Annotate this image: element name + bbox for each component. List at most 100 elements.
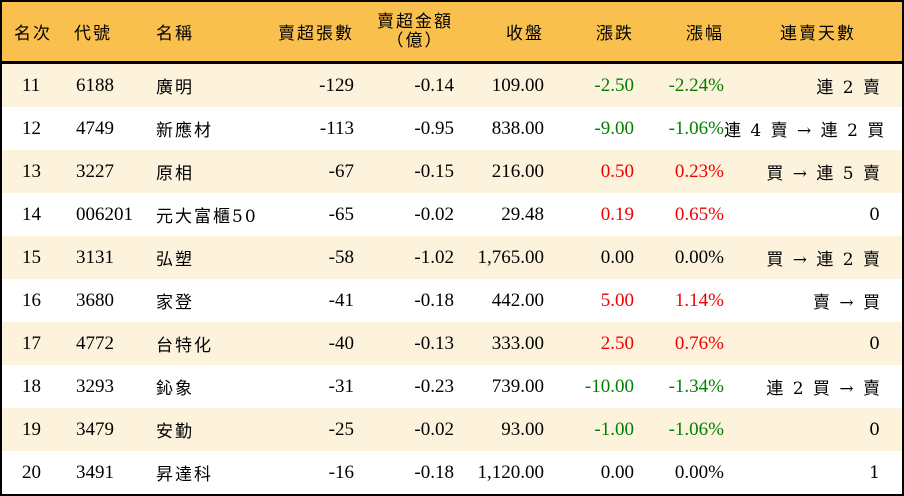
change-cell: 0.50 [600, 160, 634, 182]
table-row: 12 4749 新應材 -113 -0.95 838.00 -9.00 -1.06% 連 4 賣… [2, 107, 902, 150]
change-cell: 0.00 [600, 246, 634, 268]
change-cell: 2.50 [600, 332, 634, 354]
streak-cell: 買 → 連 2 賣 [766, 250, 882, 270]
rank-cell: 12 [22, 117, 41, 139]
change-cell: 5.00 [600, 289, 634, 311]
table-row: 13 3227 原相 -67 -0.15 216.00 0.50 0.23% 買 → 連 5 賣 [2, 150, 902, 193]
net-sell-amount-cell: -0.13 [414, 332, 454, 354]
change-pct-cell: 0.00% [674, 246, 724, 268]
table-row: 14 006201 元大富櫃50 -65 -0.02 29.48 0.19 0.65% 0 [2, 193, 902, 236]
rank-cell: 16 [22, 289, 41, 311]
code-cell: 3680 [76, 289, 114, 311]
rank-cell: 11 [22, 74, 41, 96]
code-cell: 3227 [76, 160, 114, 182]
close-cell: 93.00 [501, 418, 544, 440]
name-cell: 鈊象 [156, 379, 194, 399]
net-sell-lots-cell: -67 [328, 160, 354, 182]
rank-cell: 20 [22, 461, 41, 483]
close-cell: 109.00 [491, 74, 544, 96]
table-row: 18 3293 鈊象 -31 -0.23 739.00 -10.00 -1.34% 連 2 買 … [2, 365, 902, 408]
header-change-pct: 漲幅 [686, 24, 724, 44]
table-header: 名次 代號 名稱 賣超張數 賣超金額 （億） 收盤 漲跌 漲幅 連賣天數 [2, 2, 902, 64]
table-row: 17 4772 台特化 -40 -0.13 333.00 2.50 0.76% 0 [2, 322, 902, 365]
name-cell: 新應材 [156, 121, 213, 141]
rank-cell: 18 [22, 375, 41, 397]
code-cell: 3479 [76, 418, 114, 440]
code-cell: 4772 [76, 332, 114, 354]
close-cell: 216.00 [491, 160, 544, 182]
code-cell: 3491 [76, 461, 114, 483]
net-sell-amount-cell: -0.15 [414, 160, 454, 182]
header-streak: 連賣天數 [780, 24, 856, 44]
net-sell-lots-cell: -58 [328, 246, 354, 268]
change-cell: -1.00 [594, 418, 634, 440]
change-pct-cell: 0.76% [674, 332, 724, 354]
code-cell: 3293 [76, 375, 114, 397]
close-cell: 739.00 [491, 375, 544, 397]
change-cell: -9.00 [594, 117, 634, 139]
name-cell: 弘塑 [156, 250, 194, 270]
rank-cell: 15 [22, 246, 41, 268]
change-cell: 0.00 [600, 461, 634, 483]
change-pct-cell: 0.23% [674, 160, 724, 182]
net-sell-lots-cell: -129 [319, 74, 354, 96]
net-sell-amount-cell: -0.14 [414, 74, 454, 96]
rank-cell: 19 [22, 418, 41, 440]
net-sell-lots-cell: -41 [328, 289, 354, 311]
streak-cell: 賣 → 買 [812, 293, 882, 313]
header-net-sell-lots: 賣超張數 [278, 24, 354, 44]
net-sell-amount-cell: -0.95 [414, 117, 454, 139]
name-cell: 廣明 [156, 78, 194, 98]
header-change: 漲跌 [596, 24, 634, 44]
net-sell-lots-cell: -31 [328, 375, 354, 397]
rank-cell: 13 [22, 160, 41, 182]
change-pct-cell: -2.24% [668, 74, 724, 96]
name-cell: 家登 [156, 293, 194, 313]
name-cell: 元大富櫃50 [156, 207, 258, 227]
code-cell: 006201 [76, 203, 133, 225]
table-row: 19 3479 安勤 -25 -0.02 93.00 -1.00 -1.06% 0 [2, 408, 902, 451]
header-net-sell-amount-line1: 賣超金額 [377, 11, 453, 32]
close-cell: 1,120.00 [477, 461, 545, 483]
change-cell: -10.00 [584, 375, 634, 397]
net-sell-amount-cell: -0.18 [414, 289, 454, 311]
net-sell-lots-cell: -113 [319, 117, 354, 139]
rank-cell: 17 [22, 332, 41, 354]
table-row: 16 3680 家登 -41 -0.18 442.00 5.00 1.14% 賣 → 買 [2, 279, 902, 322]
streak-cell: 連 4 賣 → 連 2 買 [724, 121, 887, 141]
net-sell-amount-cell: -1.02 [414, 246, 454, 268]
change-cell: -2.50 [594, 74, 634, 96]
net-sell-amount-cell: -0.18 [414, 461, 454, 483]
change-cell: 0.19 [600, 203, 634, 225]
header-close: 收盤 [506, 24, 544, 44]
code-cell: 4749 [76, 117, 114, 139]
net-sell-lots-cell: -16 [328, 461, 354, 483]
name-cell: 原相 [156, 164, 194, 184]
streak-cell: 1 [869, 462, 882, 483]
change-pct-cell: 0.00% [674, 461, 724, 483]
change-pct-cell: -1.06% [668, 117, 724, 139]
close-cell: 838.00 [491, 117, 544, 139]
code-cell: 3131 [76, 246, 114, 268]
streak-cell: 買 → 連 5 賣 [766, 164, 882, 184]
change-pct-cell: -1.06% [668, 418, 724, 440]
streak-cell: 連 2 賣 [816, 78, 882, 98]
header-rank: 名次 [14, 24, 52, 44]
streak-cell: 0 [869, 204, 882, 225]
table-body: 11 6188 廣明 -129 -0.14 109.00 -2.50 -2.24% 連 2 賣 1… [2, 64, 902, 494]
streak-cell: 連 2 買 → 賣 [766, 379, 882, 399]
change-pct-cell: 1.14% [674, 289, 724, 311]
header-code: 代號 [74, 24, 112, 44]
close-cell: 1,765.00 [477, 246, 545, 268]
net-sell-lots-cell: -25 [328, 418, 354, 440]
table-row: 20 3491 昇達科 -16 -0.18 1,120.00 0.00 0.00% 1 [2, 451, 902, 494]
streak-cell: 0 [869, 419, 882, 440]
name-cell: 安勤 [156, 422, 194, 442]
header-net-sell-amount-line2: （億） [386, 30, 444, 51]
rank-cell: 14 [22, 203, 41, 225]
net-sell-amount-cell: -0.02 [414, 203, 454, 225]
code-cell: 6188 [76, 74, 114, 96]
header-name: 名稱 [156, 24, 194, 44]
net-sell-amount-cell: -0.02 [414, 418, 454, 440]
name-cell: 台特化 [156, 336, 213, 356]
